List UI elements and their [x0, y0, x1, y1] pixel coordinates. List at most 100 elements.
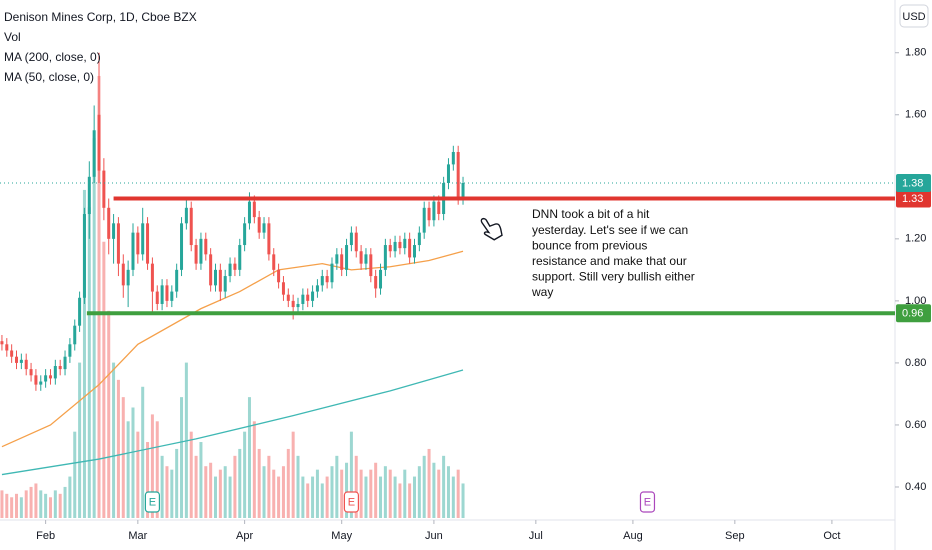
candle-body: [257, 217, 261, 233]
volume-bar: [63, 486, 67, 518]
x-tick-label: Jul: [529, 530, 543, 542]
volume-bar: [141, 386, 145, 518]
candle-body: [388, 245, 392, 252]
candle-body: [301, 294, 305, 304]
candle-body: [97, 114, 101, 171]
candle-body: [412, 245, 417, 258]
candle-body: [24, 359, 28, 370]
candle-body: [296, 303, 300, 308]
candle-body: [78, 297, 82, 326]
volume-bar: [48, 497, 52, 518]
volume-bar: [126, 421, 130, 518]
candle-body: [92, 130, 96, 177]
candle-body: [330, 263, 334, 283]
candle-body: [349, 232, 353, 246]
volume-bar: [78, 362, 82, 518]
candle-body: [175, 269, 179, 292]
volume-bar: [194, 455, 198, 518]
volume-bar: [24, 490, 28, 518]
candle-body: [5, 344, 9, 351]
candle-body: [427, 207, 431, 221]
volume-bar: [68, 476, 72, 518]
candle-body: [131, 232, 135, 270]
volume-bar: [315, 469, 319, 518]
candle-body: [233, 263, 237, 270]
candle-body: [116, 223, 120, 264]
candle-body: [14, 356, 19, 363]
candle-body: [291, 300, 295, 308]
y-tick-label: 0.80: [905, 357, 926, 369]
volume-bar: [165, 466, 169, 518]
candle-body: [44, 375, 48, 382]
candle-body: [393, 241, 397, 252]
x-tick-label: Aug: [623, 530, 643, 542]
volume-bar: [170, 469, 174, 518]
candle-body: [311, 291, 315, 301]
volume-bar: [354, 455, 358, 518]
candle-body: [223, 276, 227, 292]
x-tick-label: Oct: [823, 530, 840, 542]
volume-bar: [53, 490, 57, 518]
volume-bar: [29, 486, 33, 518]
candle-body: [39, 381, 43, 385]
volume-bar: [136, 431, 140, 518]
volume-bar: [461, 483, 465, 518]
candle-body: [194, 245, 198, 264]
candle-body: [374, 276, 378, 289]
volume-bar: [34, 483, 38, 518]
volume-bar: [213, 476, 218, 518]
candle-body: [286, 294, 290, 301]
price-tag: [896, 174, 931, 193]
volume-bar: [311, 476, 315, 518]
candle-body: [277, 269, 281, 283]
candle-body: [160, 285, 164, 304]
candle-body: [422, 207, 426, 233]
candle-body: [247, 201, 251, 224]
volume-bar: [107, 310, 111, 518]
candle-body: [87, 176, 91, 215]
candle-body: [456, 151, 460, 199]
candle-body: [408, 238, 412, 258]
currency-box[interactable]: [899, 4, 929, 28]
volume-bar: [296, 455, 300, 518]
volume-bar: [0, 490, 4, 518]
candle-body: [209, 254, 213, 286]
candle-body: [398, 241, 402, 249]
volume-bar: [427, 448, 431, 518]
candle-body: [0, 341, 4, 345]
volume-bar: [446, 466, 450, 518]
candle-body: [403, 238, 407, 249]
volume-bar: [281, 466, 285, 518]
candle-body: [150, 263, 154, 292]
volume-bar: [388, 469, 392, 518]
annotation-line: resistance and make that our: [532, 254, 687, 268]
candle-body: [218, 269, 222, 292]
candle-body: [68, 344, 72, 357]
volume-bar: [233, 455, 237, 518]
candle-body: [63, 356, 67, 370]
volume-bar: [320, 483, 324, 518]
event-label: E: [348, 496, 355, 508]
volume-bar: [189, 431, 193, 518]
volume-bar: [291, 431, 295, 518]
volume-bar: [97, 75, 101, 519]
volume-bar: [247, 397, 251, 518]
volume-bar: [437, 469, 441, 518]
candle-body: [228, 263, 232, 277]
candle-body: [58, 366, 62, 370]
legend-item: MA (50, close, 0): [4, 70, 94, 84]
candle-body: [340, 254, 344, 270]
candle-body: [325, 276, 329, 283]
annotation-line: bounce from previous: [532, 238, 647, 252]
y-tick-label: 1.80: [905, 47, 926, 59]
price-tag-label: 1.38: [902, 177, 923, 189]
volume-bar: [243, 431, 247, 518]
volume-bar: [432, 462, 436, 518]
volume-bar: [398, 483, 402, 518]
candle-body: [180, 223, 184, 270]
volume-bar: [412, 476, 417, 518]
x-tick-label: Sep: [725, 530, 745, 542]
volume-bar: [19, 497, 23, 518]
